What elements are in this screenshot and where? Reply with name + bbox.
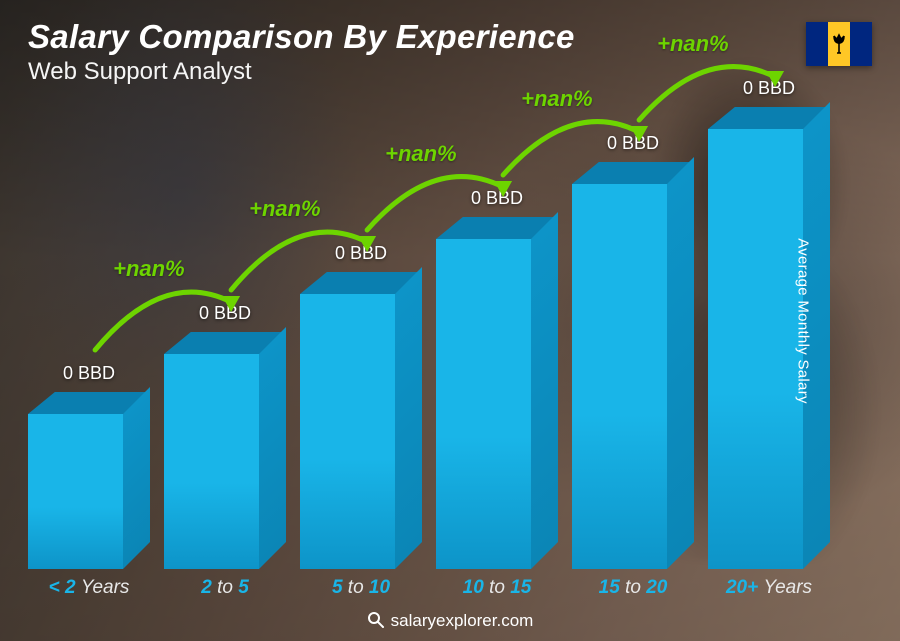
bar-value-label: 0 BBD [63, 363, 115, 384]
increase-label: +nan% [385, 141, 457, 167]
bar-front-face [164, 354, 259, 569]
increase-label: +nan% [113, 256, 185, 282]
page-title: Salary Comparison By Experience [28, 18, 872, 56]
bar-side-face [395, 267, 422, 569]
chart-column: 0 BBD10 to 15 [436, 188, 558, 569]
bar-side-face [123, 387, 150, 569]
magnifier-icon [367, 611, 385, 629]
chart-column: 0 BBD< 2 Years [28, 363, 150, 569]
bar [436, 217, 558, 569]
chart-column: 0 BBD5 to 10 [300, 243, 422, 569]
chart-column: 0 BBD20+ Years [708, 78, 830, 569]
trident-icon [832, 33, 846, 55]
footer: salaryexplorer.com [0, 611, 900, 631]
bar-side-face [531, 212, 558, 569]
bar-front-face [300, 294, 395, 569]
bar-side-face [259, 327, 286, 569]
bar-side-face [667, 157, 694, 569]
chart-column: 0 BBD15 to 20 [572, 133, 694, 569]
bar [708, 107, 830, 569]
footer-site: salaryexplorer.com [391, 611, 534, 630]
bar [572, 162, 694, 569]
flag-band-center [828, 22, 850, 66]
bar [164, 332, 286, 569]
bar-value-label: 0 BBD [335, 243, 387, 264]
bar-front-face [708, 129, 803, 569]
bar-value-label: 0 BBD [199, 303, 251, 324]
header: Salary Comparison By Experience Web Supp… [28, 18, 872, 86]
bar-front-face [572, 184, 667, 569]
bar [28, 392, 150, 569]
bar-value-label: 0 BBD [471, 188, 523, 209]
category-label: 20+ Years [684, 577, 855, 599]
flag-band-left [806, 22, 828, 66]
country-flag-barbados [806, 22, 872, 66]
bar-front-face [28, 414, 123, 569]
bar [300, 272, 422, 569]
chart-column: 0 BBD2 to 5 [164, 303, 286, 569]
bar-front-face [436, 239, 531, 569]
y-axis-label: Average Monthly Salary [795, 238, 812, 404]
bar-value-label: 0 BBD [607, 133, 659, 154]
salary-bar-chart: 0 BBD< 2 Years0 BBD2 to 50 BBD5 to 100 B… [28, 99, 830, 569]
bar-value-label: 0 BBD [743, 78, 795, 99]
increase-label: +nan% [249, 196, 321, 222]
flag-band-right [850, 22, 872, 66]
